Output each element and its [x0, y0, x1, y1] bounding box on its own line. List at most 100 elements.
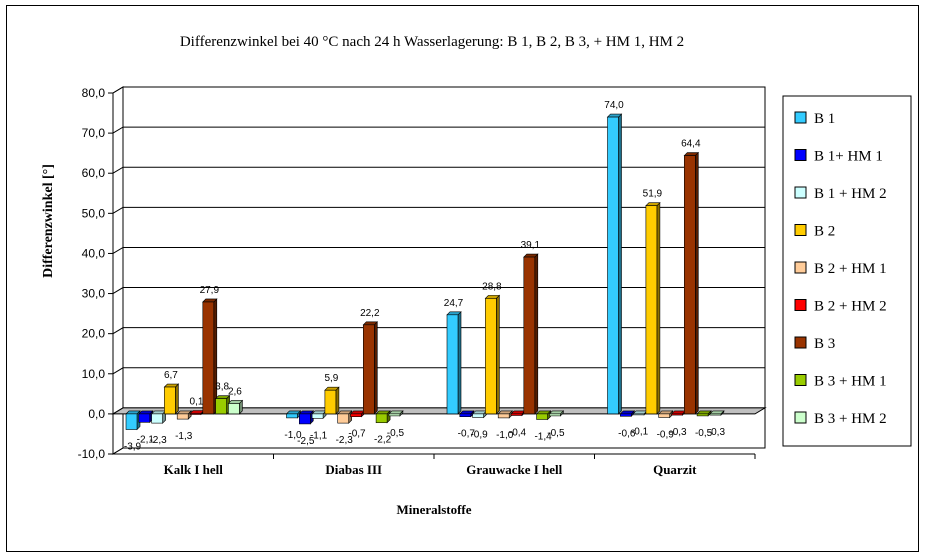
bar — [510, 410, 526, 417]
legend-swatch — [794, 374, 807, 386]
bar-front — [362, 324, 375, 415]
bar — [446, 311, 462, 415]
bar-front — [485, 298, 497, 415]
bar-front — [189, 413, 202, 415]
data-label: 22,2 — [360, 308, 380, 319]
y-tick-label: -10,0 — [78, 447, 106, 461]
legend-swatch — [794, 186, 807, 199]
bar — [138, 410, 154, 424]
gridline — [112, 86, 765, 94]
bar-front — [375, 413, 388, 424]
bar — [535, 410, 552, 421]
bar-front — [446, 314, 459, 415]
legend-label: B 2 — [814, 224, 835, 240]
data-label: -0,5 — [387, 428, 405, 439]
data-label: 39,1 — [521, 240, 541, 251]
data-label: -1,0 — [284, 430, 302, 441]
bar-front — [645, 205, 658, 415]
bar-front — [607, 116, 619, 415]
data-label: -0,9 — [470, 429, 488, 440]
bar — [606, 113, 623, 415]
bar — [362, 321, 379, 415]
legend-label: B 3 + HM 2 — [814, 411, 887, 427]
data-label: -0,1 — [631, 426, 649, 437]
chart-frame: Differenzwinkel bei 40 °C nach 24 h Wass… — [6, 5, 919, 552]
data-label: 64,4 — [681, 139, 701, 150]
data-label: -0,7 — [458, 429, 476, 440]
bar — [189, 409, 205, 416]
y-tick-label: 30,0 — [82, 287, 106, 301]
data-label: 27,9 — [200, 285, 220, 296]
legend-swatch — [794, 224, 807, 236]
bar — [375, 410, 391, 424]
bar — [311, 410, 327, 420]
data-label: 51,9 — [643, 189, 663, 200]
bar-front — [202, 301, 215, 415]
data-label: -1,0 — [496, 430, 514, 441]
bar — [298, 410, 315, 425]
bar-side — [373, 321, 378, 415]
legend-label: B 1 — [814, 111, 835, 127]
legend-label: B 3 + HM 1 — [814, 374, 887, 390]
data-label: -0,5 — [547, 428, 565, 439]
bar-front — [164, 386, 176, 415]
bar — [632, 410, 648, 416]
gridline — [112, 166, 765, 174]
bar — [202, 298, 218, 415]
bar — [227, 399, 244, 415]
bar — [214, 394, 231, 415]
bar-front — [523, 256, 536, 415]
data-label: -1,3 — [175, 431, 193, 442]
bar — [459, 410, 475, 418]
data-label: -0,5 — [695, 428, 713, 439]
bar-side — [534, 253, 539, 415]
bar-front — [311, 413, 324, 419]
bar — [497, 410, 513, 419]
bar-front — [472, 413, 484, 418]
legend-swatch — [794, 149, 807, 161]
bar-front — [549, 413, 561, 417]
legend-label: B 1 + HM 2 — [814, 186, 887, 202]
chart-title: Differenzwinkel bei 40 °C nach 24 h Wass… — [180, 34, 684, 50]
bar-front — [337, 413, 350, 424]
x-tick-label: Kalk I hell — [164, 462, 224, 477]
bar-side — [618, 113, 622, 415]
legend-swatch — [794, 299, 807, 311]
bar — [349, 410, 366, 418]
data-label: -2,2 — [374, 435, 392, 446]
bar — [657, 410, 674, 419]
gridline — [112, 287, 765, 294]
gridline — [112, 206, 765, 214]
bar — [696, 410, 712, 417]
bar-front — [298, 413, 311, 425]
bar — [619, 410, 636, 418]
bar — [324, 386, 340, 415]
bar-side — [175, 383, 179, 415]
gridline — [112, 246, 765, 254]
data-label: -0,3 — [669, 427, 687, 438]
bar — [176, 410, 192, 420]
legend-swatch — [794, 336, 807, 349]
legend-swatch — [794, 261, 807, 274]
bar-side — [457, 311, 462, 415]
y-tick-label: 10,0 — [82, 367, 106, 381]
bar-front — [632, 413, 645, 416]
data-label: -0,3 — [708, 427, 726, 438]
bar — [523, 253, 539, 415]
bar-front — [709, 413, 722, 416]
legend: B 1 B 1+ HM 1 B 1 + HM 2 B 2 B 2 + HM 1 B 2 +… — [782, 95, 912, 447]
data-label: 6,7 — [164, 370, 178, 381]
x-axis-label: Mineralstoffe — [396, 502, 471, 517]
gridline — [112, 367, 765, 375]
bar-front — [324, 389, 337, 415]
bar-front — [286, 413, 298, 419]
legend-label: B 2 + HM 1 — [814, 261, 887, 277]
legend-label: B 1+ HM 1 — [814, 149, 883, 165]
plot-area: -10,0 0,0 10,0 20,0 30,0 40,0 50,0 60,0 70,0 80,0… — [78, 86, 767, 477]
data-label: -0,9 — [657, 429, 675, 440]
x-tick-label: Diabas III — [325, 462, 382, 477]
chart-svg: Differenzwinkel bei 40 °C nach 24 h Wass… — [41, 34, 912, 517]
bar-front — [671, 413, 683, 416]
bar-side — [213, 298, 218, 415]
y-tick-label: 80,0 — [82, 86, 106, 100]
